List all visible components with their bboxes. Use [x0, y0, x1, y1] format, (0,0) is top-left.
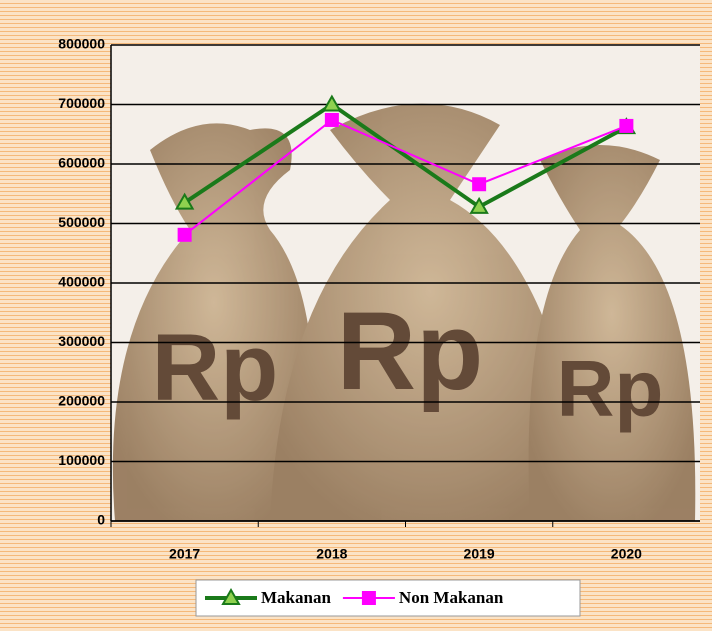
svg-text:Rp: Rp — [337, 290, 484, 413]
y-tick-label: 500000 — [58, 214, 105, 230]
series-line — [183, 102, 628, 210]
y-tick-label: 0 — [97, 512, 105, 528]
bags-illustration: Rp Rp Rp — [112, 103, 696, 522]
x-tick-label: 2019 — [464, 546, 495, 562]
legend-label: Non Makanan — [399, 588, 504, 607]
svg-text:Rp: Rp — [557, 344, 664, 433]
svg-text:Rp: Rp — [152, 315, 279, 421]
y-tick-label: 100000 — [58, 452, 105, 468]
point — [322, 94, 342, 112]
point — [324, 112, 339, 127]
point — [619, 118, 634, 133]
point — [174, 192, 195, 210]
x-tick-label: 2018 — [316, 546, 347, 562]
y-tick-label: 200000 — [58, 393, 105, 409]
legend-label: Makanan — [261, 588, 331, 607]
y-tick-label: 300000 — [58, 333, 105, 349]
x-tick-label: 2020 — [611, 546, 642, 562]
point — [177, 227, 192, 242]
y-tick-label: 700000 — [58, 95, 105, 111]
point — [472, 177, 487, 192]
series-line — [184, 118, 627, 236]
x-tick-label: 2017 — [169, 546, 200, 562]
y-tick-label: 600000 — [58, 155, 105, 171]
point — [469, 196, 489, 214]
legend-marker — [361, 591, 376, 605]
y-tick-label: 800000 — [58, 36, 105, 52]
y-tick-label: 400000 — [58, 274, 105, 290]
legend-marker — [221, 587, 241, 605]
